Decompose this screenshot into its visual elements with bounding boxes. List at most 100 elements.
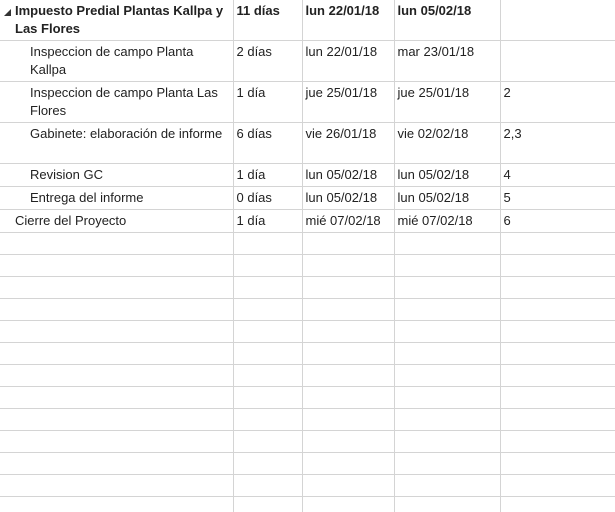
empty-row[interactable] bbox=[0, 430, 615, 453]
task-row[interactable]: Entrega del informe 0 días lun 05/02/18 … bbox=[0, 186, 615, 210]
empty-cell[interactable] bbox=[233, 430, 303, 453]
empty-cell[interactable] bbox=[394, 408, 501, 431]
empty-cell[interactable] bbox=[394, 430, 501, 453]
duration-cell[interactable]: 1 día bbox=[233, 81, 303, 123]
empty-cell[interactable] bbox=[500, 452, 615, 475]
empty-cell[interactable] bbox=[394, 232, 501, 255]
finish-cell[interactable]: vie 02/02/18 bbox=[394, 122, 501, 164]
predecessors-cell[interactable]: 5 bbox=[500, 186, 615, 210]
empty-cell[interactable] bbox=[500, 364, 615, 387]
task-name-cell[interactable]: Inspeccion de campo Planta Kallpa bbox=[0, 40, 234, 82]
empty-cell[interactable] bbox=[394, 320, 501, 343]
duration-cell[interactable]: 0 días bbox=[233, 186, 303, 210]
task-row-summary[interactable]: Impuesto Predial Plantas Kallpa y Las Fl… bbox=[0, 0, 615, 41]
start-cell[interactable]: lun 22/01/18 bbox=[302, 0, 395, 41]
empty-cell[interactable] bbox=[500, 474, 615, 497]
collapse-triangle-icon[interactable] bbox=[4, 9, 11, 16]
task-name-cell[interactable]: Gabinete: elaboración de informe bbox=[0, 122, 234, 164]
empty-cell[interactable] bbox=[500, 232, 615, 255]
empty-cell[interactable] bbox=[394, 276, 501, 299]
empty-cell[interactable] bbox=[394, 364, 501, 387]
empty-cell[interactable] bbox=[233, 386, 303, 409]
empty-cell[interactable] bbox=[0, 342, 234, 365]
task-row[interactable]: Inspeccion de campo Planta Kallpa 2 días… bbox=[0, 40, 615, 82]
empty-cell[interactable] bbox=[500, 430, 615, 453]
empty-cell[interactable] bbox=[0, 474, 234, 497]
empty-row[interactable] bbox=[0, 474, 615, 497]
empty-row[interactable] bbox=[0, 254, 615, 277]
empty-row[interactable] bbox=[0, 408, 615, 431]
empty-cell[interactable] bbox=[302, 232, 395, 255]
task-name-cell[interactable]: Inspeccion de campo Planta Las Flores bbox=[0, 81, 234, 123]
empty-cell[interactable] bbox=[0, 254, 234, 277]
empty-cell[interactable] bbox=[0, 364, 234, 387]
task-row[interactable]: Cierre del Proyecto 1 día mié 07/02/18 m… bbox=[0, 209, 615, 233]
empty-cell[interactable] bbox=[394, 342, 501, 365]
empty-cell[interactable] bbox=[0, 276, 234, 299]
empty-cell[interactable] bbox=[302, 298, 395, 321]
empty-cell[interactable] bbox=[394, 254, 501, 277]
empty-cell[interactable] bbox=[302, 320, 395, 343]
empty-row[interactable] bbox=[0, 364, 615, 387]
task-name-cell[interactable]: Entrega del informe bbox=[0, 186, 234, 210]
start-cell[interactable]: lun 05/02/18 bbox=[302, 186, 395, 210]
empty-cell[interactable] bbox=[500, 298, 615, 321]
empty-cell[interactable] bbox=[233, 408, 303, 431]
start-cell[interactable]: lun 22/01/18 bbox=[302, 40, 395, 82]
empty-cell[interactable] bbox=[233, 452, 303, 475]
empty-cell[interactable] bbox=[233, 320, 303, 343]
predecessors-cell[interactable]: 2 bbox=[500, 81, 615, 123]
task-row[interactable]: Revision GC 1 día lun 05/02/18 lun 05/02… bbox=[0, 163, 615, 187]
predecessors-cell[interactable] bbox=[500, 0, 615, 41]
empty-cell[interactable] bbox=[500, 320, 615, 343]
empty-cell[interactable] bbox=[394, 474, 501, 497]
empty-cell[interactable] bbox=[302, 408, 395, 431]
empty-cell[interactable] bbox=[394, 496, 501, 512]
empty-cell[interactable] bbox=[233, 298, 303, 321]
empty-cell[interactable] bbox=[0, 452, 234, 475]
empty-row[interactable] bbox=[0, 276, 615, 299]
empty-cell[interactable] bbox=[0, 232, 234, 255]
empty-row[interactable] bbox=[0, 298, 615, 321]
task-name-cell[interactable]: Revision GC bbox=[0, 163, 234, 187]
finish-cell[interactable]: lun 05/02/18 bbox=[394, 186, 501, 210]
empty-row[interactable] bbox=[0, 342, 615, 365]
empty-cell[interactable] bbox=[302, 430, 395, 453]
empty-cell[interactable] bbox=[394, 298, 501, 321]
finish-cell[interactable]: lun 05/02/18 bbox=[394, 0, 501, 41]
empty-cell[interactable] bbox=[394, 452, 501, 475]
empty-cell[interactable] bbox=[302, 452, 395, 475]
empty-cell[interactable] bbox=[0, 496, 234, 512]
empty-cell[interactable] bbox=[233, 474, 303, 497]
empty-cell[interactable] bbox=[500, 342, 615, 365]
finish-cell[interactable]: mar 23/01/18 bbox=[394, 40, 501, 82]
finish-cell[interactable]: mié 07/02/18 bbox=[394, 209, 501, 233]
duration-cell[interactable]: 2 días bbox=[233, 40, 303, 82]
duration-cell[interactable]: 11 días bbox=[233, 0, 303, 41]
task-name-cell[interactable]: Cierre del Proyecto bbox=[0, 209, 234, 233]
task-row[interactable]: Inspeccion de campo Planta Las Flores 1 … bbox=[0, 81, 615, 123]
empty-cell[interactable] bbox=[500, 408, 615, 431]
empty-cell[interactable] bbox=[302, 474, 395, 497]
predecessors-cell[interactable]: 4 bbox=[500, 163, 615, 187]
empty-cell[interactable] bbox=[500, 254, 615, 277]
empty-cell[interactable] bbox=[233, 232, 303, 255]
empty-cell[interactable] bbox=[0, 320, 234, 343]
empty-cell[interactable] bbox=[0, 386, 234, 409]
task-name-cell[interactable]: Impuesto Predial Plantas Kallpa y Las Fl… bbox=[0, 0, 234, 41]
finish-cell[interactable]: jue 25/01/18 bbox=[394, 81, 501, 123]
start-cell[interactable]: mié 07/02/18 bbox=[302, 209, 395, 233]
empty-cell[interactable] bbox=[233, 254, 303, 277]
task-row[interactable]: Gabinete: elaboración de informe 6 días … bbox=[0, 122, 615, 164]
duration-cell[interactable]: 1 día bbox=[233, 209, 303, 233]
empty-row[interactable] bbox=[0, 452, 615, 475]
empty-cell[interactable] bbox=[0, 408, 234, 431]
empty-cell[interactable] bbox=[302, 276, 395, 299]
empty-cell[interactable] bbox=[0, 430, 234, 453]
start-cell[interactable]: jue 25/01/18 bbox=[302, 81, 395, 123]
predecessors-cell[interactable] bbox=[500, 40, 615, 82]
empty-row[interactable] bbox=[0, 386, 615, 409]
empty-cell[interactable] bbox=[500, 276, 615, 299]
empty-row[interactable] bbox=[0, 496, 615, 512]
empty-cell[interactable] bbox=[302, 254, 395, 277]
